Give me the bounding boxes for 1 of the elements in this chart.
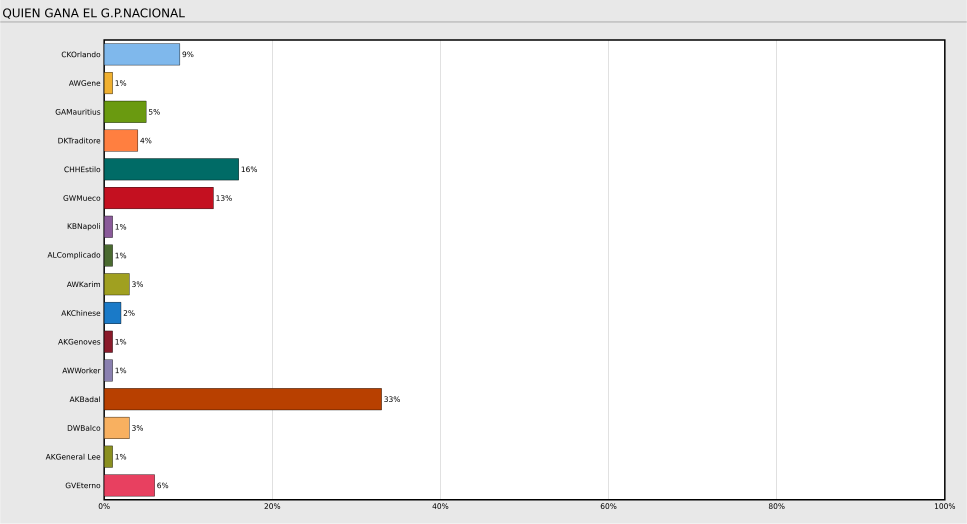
chart-title: QUIEN GANA EL G.P.NACIONAL [3, 8, 185, 19]
